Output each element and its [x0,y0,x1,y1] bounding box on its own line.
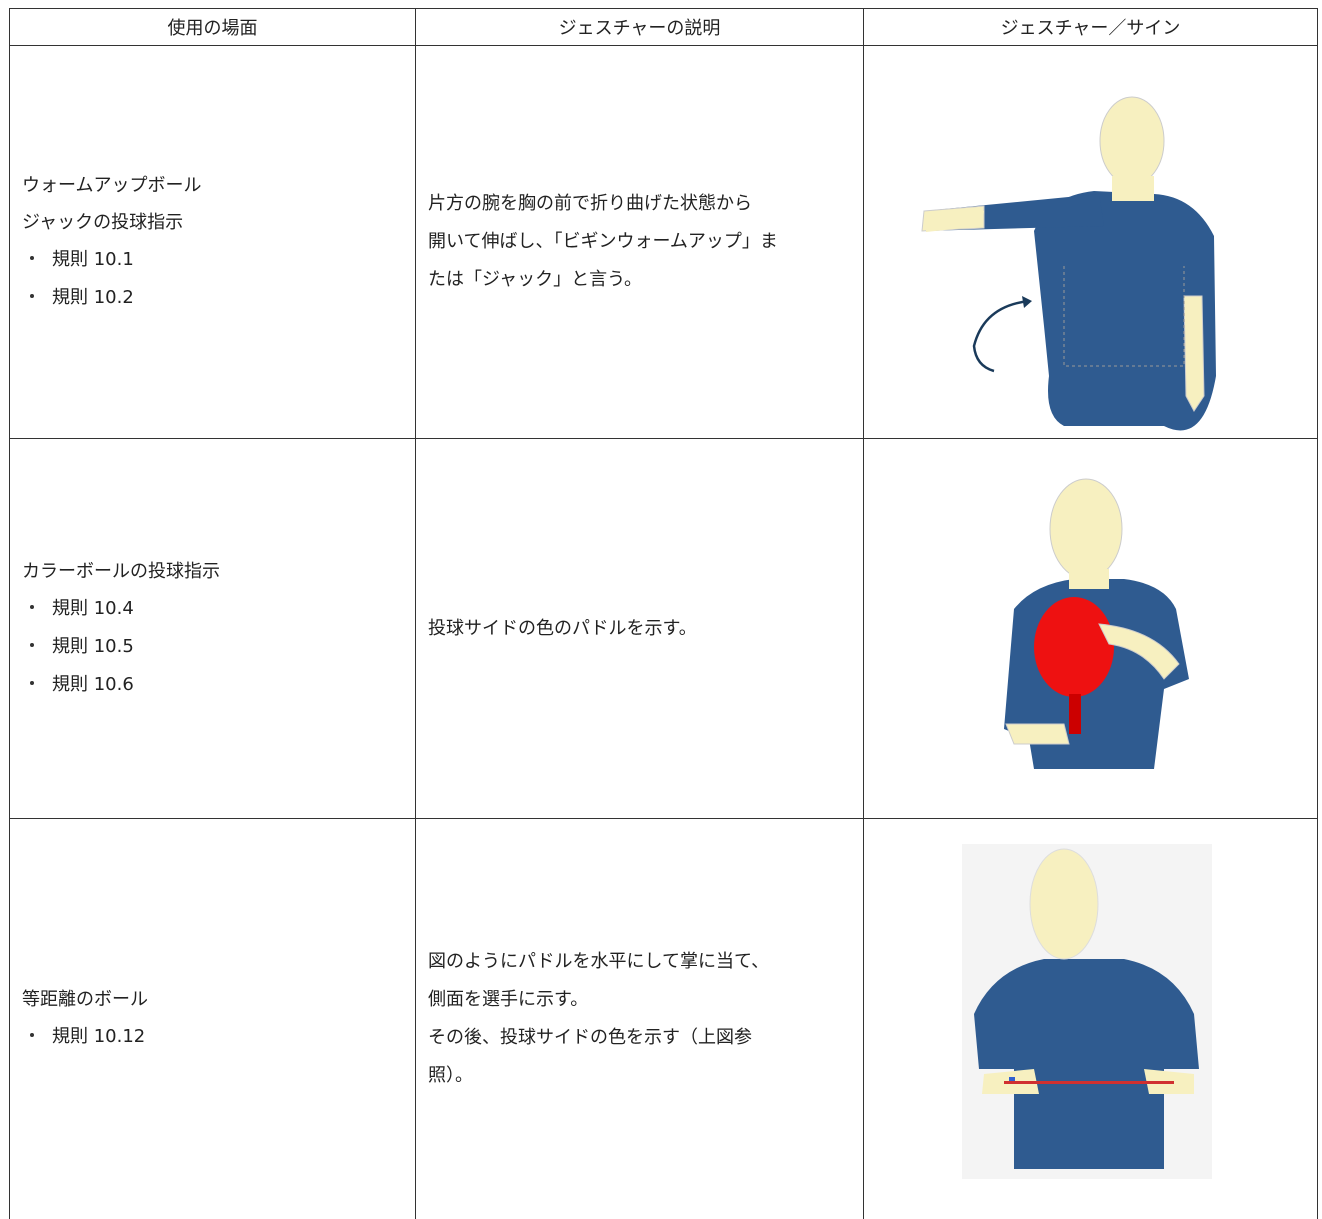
row: 等距離のボール規則 10.12 図のようにパドルを水平にして掌に当て、 側面を選手… [9,818,1318,1219]
row: カラーボールの投球指示規則 10.4 規則 10.5 規則 10.6 投球サイドの色… [9,438,1318,819]
description-line: 照）。 [428,1064,473,1086]
bullet [30,605,34,609]
figure-cell [863,45,1318,439]
gesture-figure [962,844,1212,1179]
rule-text: 規則 10.5 [52,636,134,657]
description-cell: 図のようにパドルを水平にして掌に当て、 側面を選手に示す。その後、投球サイドの色を… [415,818,864,1219]
rule-text: 規則 10.2 [52,287,134,308]
bullet [30,643,34,647]
column-header: 使用の場面 [9,8,416,46]
bullet [30,1033,34,1038]
scene-cell: ウォームアップボール ジャックの投球指示規則 10.1 規則 10.2 [9,45,416,439]
description-cell: 片方の腕を胸の前で折り曲げた状態から開いて伸ばし、「ビギンウォームアップ」ま たは… [415,45,864,439]
description-cell: 投球サイドの色のパドルを示す。 [415,438,864,819]
description-line: 開いて伸ばし、「ビギンウォームアップ」ま [428,231,778,252]
row: ウォームアップボール ジャックの投球指示規則 10.1 規則 10.2 片方の腕を胸… [9,45,1318,439]
gesture-figure [921,96,1216,431]
rule-text: 規則 10.6 [52,674,134,695]
header-row: 使用の場面 ジェスチャーの説明 ジェスチャー／サイン [9,8,1318,46]
rule-item: 規則 10.2 [22,279,415,317]
rule-item: 規則 10.6 [22,666,415,704]
rule-item: 規則 10.12 [22,1018,415,1056]
column-header: ジェスチャー／サイン [863,8,1318,46]
description-line: たは「ジャック」と言う。 [428,269,643,290]
bullet [30,256,34,260]
rule-item: 規則 10.5 [22,628,415,666]
rule-text: 規則 10.12 [52,1026,146,1048]
rule-item: 規則 10.4 [22,590,415,628]
description-line: 図のようにパドルを水平にして掌に当て、 [428,950,770,972]
figure-cell [863,438,1318,819]
rule-text: 規則 10.1 [52,249,134,270]
figure-cell [863,818,1318,1219]
description-line: 投球サイドの色のパドルを示す。 [428,617,697,639]
scene-cell: 等距離のボール規則 10.12 [9,818,416,1219]
rule-item: 規則 10.1 [22,241,415,279]
scene-line: カラーボールの投球指示 [22,561,220,582]
scene-line: ジャックの投球指示 [22,212,184,233]
bullet [30,681,34,685]
scene-cell: カラーボールの投球指示規則 10.4 規則 10.5 規則 10.6 [9,438,416,819]
scene-line: ウォームアップボール [22,175,202,196]
column-header: ジェスチャーの説明 [415,8,864,46]
gesture-figure [1004,478,1189,769]
scene-line: 等距離のボール [22,989,148,1011]
description-line: 側面を選手に示す。 [428,988,589,1010]
gesture-table: 使用の場面 ジェスチャーの説明 ジェスチャー／サイン ウォームアップボール ジャッ… [9,8,1318,1219]
description-line: 片方の腕を胸の前で折り曲げた状態から [428,193,752,214]
description-line: その後、投球サイドの色を示す（上図参 [428,1026,752,1048]
rule-text: 規則 10.4 [52,598,134,619]
bullet [30,294,34,298]
